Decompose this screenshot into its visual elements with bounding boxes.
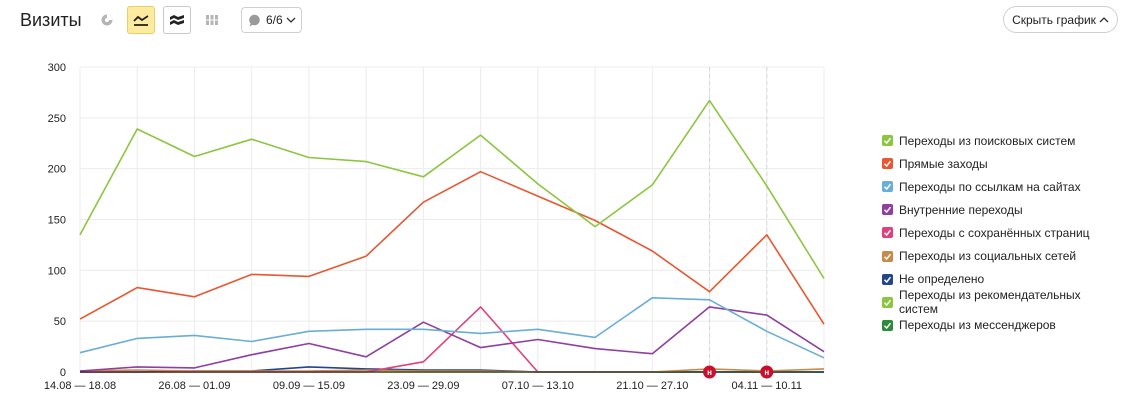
visits-line-chart: 0 50 100 150 200 250 300 14.08 — 18.08 26.08 — 0… xyxy=(44,62,825,392)
pie-chart-icon xyxy=(101,14,113,26)
legend-item[interactable]: Переходы по ссылкам на сайтах xyxy=(882,175,1122,198)
line-chart-icon xyxy=(133,15,149,26)
x-tick-label: 23.09 — 29.09 xyxy=(387,380,459,392)
annotation-marker-dot xyxy=(760,365,774,379)
pie-chart-button[interactable] xyxy=(93,6,121,34)
y-tick-label: 250 xyxy=(48,113,66,125)
stacked-area-icon xyxy=(170,15,184,25)
series-line xyxy=(79,306,825,372)
legend-item[interactable]: Прямые заходы xyxy=(882,152,1122,175)
x-tick-label: 09.09 — 15.09 xyxy=(273,380,345,392)
legend-item[interactable]: Переходы из социальных сетей xyxy=(882,244,1122,267)
y-tick-label: 150 xyxy=(48,215,66,227)
legend-item[interactable]: Переходы из мессенджеров xyxy=(882,314,1122,337)
checkbox-check-icon xyxy=(882,296,893,308)
checkbox-check-icon xyxy=(882,135,893,147)
legend-item[interactable]: Переходы из поисковых систем xyxy=(882,129,1122,152)
annotation-marker[interactable]: н xyxy=(760,365,774,379)
x-tick-label: 21.10 — 27.10 xyxy=(616,380,688,392)
y-tick-label: 300 xyxy=(48,62,66,74)
checkbox-check-icon xyxy=(882,181,893,193)
checkbox-check-icon xyxy=(882,319,893,331)
stacked-area-button[interactable] xyxy=(163,6,191,34)
checkbox-check-icon xyxy=(882,204,893,216)
x-tick-label: 04.11 — 10.11 xyxy=(731,380,802,392)
bar-chart-icon xyxy=(205,15,219,25)
y-tick-label: 0 xyxy=(60,367,66,379)
legend-label: Переходы с сохранённых страниц xyxy=(899,225,1090,240)
y-tick-label: 200 xyxy=(48,164,66,176)
series-count: 6/6 xyxy=(266,13,283,27)
legend-label: Прямые заходы xyxy=(899,156,988,171)
chart-legend: Переходы из поисковых систем Прямые заход… xyxy=(882,129,1122,337)
legend-label: Переходы из социальных сетей xyxy=(899,249,1077,264)
legend-label: Переходы из мессенджеров xyxy=(899,318,1056,333)
legend-label: Переходы из рекомендательных систем xyxy=(899,288,1081,317)
line-chart-button[interactable] xyxy=(127,6,155,34)
x-tick-label: 14.08 — 18.08 xyxy=(44,380,116,392)
legend-label: Переходы по ссылкам на сайтах xyxy=(899,179,1081,194)
series-line xyxy=(79,297,825,359)
x-tick-label: 26.08 — 01.09 xyxy=(158,380,230,392)
checkbox-check-icon xyxy=(882,273,893,285)
annotation-marker-label: н xyxy=(764,368,769,377)
series-line xyxy=(79,368,825,373)
legend-item[interactable]: Переходы с сохранённых страниц xyxy=(882,221,1122,244)
legend-item[interactable]: Не определено xyxy=(882,268,1122,291)
bar-chart-button[interactable] xyxy=(198,6,226,34)
annotation-marker-dot xyxy=(703,365,717,379)
chevron-down-icon xyxy=(286,17,296,23)
x-tick-label: 07.10 — 13.10 xyxy=(502,380,574,392)
legend-item[interactable]: Внутренние переходы xyxy=(882,198,1122,221)
series-select[interactable]: 6/6 xyxy=(241,7,302,33)
annotation-marker-label: н xyxy=(707,368,712,377)
legend-label: Переходы из поисковых систем xyxy=(899,133,1076,148)
hide-chart-button[interactable]: Скрыть график xyxy=(1003,6,1118,33)
chart-header: Визиты 6/6 xyxy=(0,0,1125,44)
chevron-up-icon xyxy=(1099,16,1109,22)
legend-label: Не определено xyxy=(899,272,985,287)
y-tick-label: 100 xyxy=(48,265,66,277)
series-line xyxy=(79,99,825,279)
annotation-marker[interactable]: н xyxy=(703,365,717,379)
comment-icon xyxy=(249,14,260,26)
checkbox-check-icon xyxy=(882,250,893,262)
checkbox-check-icon xyxy=(882,227,893,239)
series-line xyxy=(79,170,825,325)
page-title: Визиты xyxy=(20,10,82,30)
legend-item[interactable]: Переходы из рекомендательных систем xyxy=(882,288,1122,317)
hide-chart-label: Скрыть график xyxy=(1012,12,1096,27)
y-tick-label: 50 xyxy=(54,316,66,328)
checkbox-check-icon xyxy=(882,158,893,170)
legend-label: Внутренние переходы xyxy=(899,202,1023,217)
